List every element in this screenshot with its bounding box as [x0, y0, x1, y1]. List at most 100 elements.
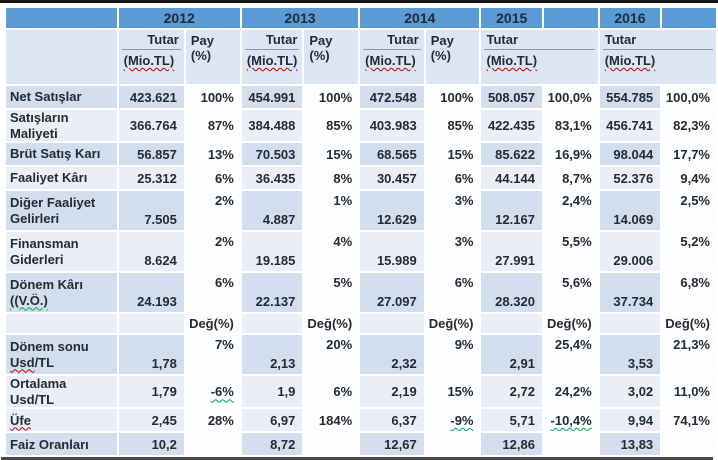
- value-cell: 27.097: [360, 273, 424, 313]
- row-label-line: ((V.Ö.): [10, 293, 114, 309]
- pay-cell: Değ(%): [543, 314, 598, 334]
- pay-header-2014: Pay (%): [425, 30, 480, 84]
- pay-cell: 2,5%: [662, 191, 716, 231]
- table-row: Değ(%) Değ(%) Değ(%) Değ(%) Değ(%): [6, 314, 716, 334]
- value-cell: 508.057: [481, 86, 542, 108]
- row-label-line: Üfe: [10, 413, 114, 429]
- tutar-header-2016: Tutar (Mio.TL): [599, 30, 716, 84]
- pay-cell: 6,8%: [662, 273, 716, 313]
- pay-cell: 6%: [185, 273, 240, 313]
- pay-cell: 2%: [185, 232, 240, 272]
- table-row: Dönem sonu Usd/TL 1,78 7% 2,13 20% 2,32 9% 2,91 2…: [6, 335, 716, 375]
- row-label: Üfe: [6, 409, 117, 432]
- value-cell: 3,02: [599, 376, 661, 408]
- row-label: Net Satışlar: [6, 86, 117, 108]
- pay-cell: 100%: [185, 86, 240, 108]
- row-label-line: Finansman: [10, 236, 79, 252]
- pay-cell: 1%: [304, 191, 359, 231]
- financial-table: 2012 2013 2014 2015 2016 Tutar (Mio.TL) Pay (%)…: [4, 6, 718, 457]
- value-cell: 12,86: [481, 433, 542, 456]
- value-cell: [360, 314, 424, 334]
- tutar-header-2013: Tutar (Mio.TL): [241, 30, 303, 84]
- tutar-label: Tutar: [484, 31, 595, 50]
- pay-cell: 15%: [425, 376, 480, 408]
- pay-cell: 9%: [425, 335, 480, 375]
- pay-cell: -6%: [185, 376, 240, 408]
- value-cell: [599, 314, 661, 334]
- year-header-2016: 2016: [599, 8, 661, 28]
- pay-cell: Değ(%): [185, 314, 240, 334]
- unit-label: (Mio.TL): [122, 50, 181, 68]
- value-cell: 98.044: [599, 143, 661, 166]
- year-header-2014: 2014: [360, 8, 480, 28]
- value-cell: 8,72: [241, 433, 303, 456]
- tutar-label: Tutar: [363, 31, 421, 50]
- value-cell: 2,13: [241, 335, 303, 375]
- value-cell: 6,97: [241, 409, 303, 432]
- value-cell: 2,45: [118, 409, 184, 432]
- value-cell: 24.193: [118, 273, 184, 313]
- spellcheck-squiggle: Usd: [10, 391, 35, 407]
- value-cell: 29.006: [599, 232, 661, 272]
- row-label-line: Brüt Satış Karı: [10, 146, 101, 162]
- table-row: Satışların Maliyeti 366.764 87% 384.488 85% 4…: [6, 110, 716, 142]
- value-cell: 19.185: [241, 232, 303, 272]
- pay-cell: 28%: [185, 409, 240, 432]
- row-label: Finansman Giderleri: [6, 232, 117, 272]
- row-label-line: Faiz Oranları: [10, 436, 89, 452]
- value-cell: 13,83: [599, 433, 661, 456]
- pay-cell: 2,4%: [543, 191, 598, 231]
- pay-label: Pay (%): [430, 33, 454, 63]
- pay-cell: [425, 433, 480, 456]
- row-label-line: Faaliyet Kârı: [10, 170, 88, 186]
- pay-cell: 74,1%: [662, 409, 716, 432]
- spellcheck-squiggle: (Mio.TL): [123, 53, 175, 68]
- pay-header-2012: Pay (%): [185, 30, 240, 84]
- pay-cell: 15%: [425, 143, 480, 166]
- pay-cell: 2%: [185, 191, 240, 231]
- value-cell: 52.376: [599, 167, 661, 190]
- row-label: Ortalama Usd/TL: [6, 376, 117, 408]
- value-cell: 56.857: [118, 143, 184, 166]
- value-cell: 3,53: [599, 335, 661, 375]
- row-label-line: Satışların Maliyeti: [10, 110, 69, 141]
- tutar-header-2015: Tutar (Mio.TL): [481, 30, 598, 84]
- value-cell: [241, 314, 303, 334]
- value-cell: 1,79: [118, 376, 184, 408]
- pay-label: Pay (%): [309, 33, 333, 63]
- pay-cell: 15%: [304, 143, 359, 166]
- pay-cell: -9%: [425, 409, 480, 432]
- value-cell: 44.144: [481, 167, 542, 190]
- value-cell: 422.435: [481, 110, 542, 142]
- value-cell: 25.312: [118, 167, 184, 190]
- row-label: Brüt Satış Karı: [6, 143, 117, 166]
- table-row: Finansman Giderleri 8.624 2% 19.185 4% 15.989 3…: [6, 232, 716, 272]
- value-cell: 36.435: [241, 167, 303, 190]
- value-cell: 2,19: [360, 376, 424, 408]
- value-cell: 1,78: [118, 335, 184, 375]
- value-cell: [118, 314, 184, 334]
- pay-cell: 13%: [185, 143, 240, 166]
- pay-cell: 6%: [425, 167, 480, 190]
- value-cell: 22.137: [241, 273, 303, 313]
- row-label: Faaliyet Kârı: [6, 167, 117, 190]
- value-cell: 28.320: [481, 273, 542, 313]
- row-label: Diğer Faaliyet Gelirleri: [6, 191, 117, 231]
- pay-cell: Değ(%): [662, 314, 716, 334]
- subheader-row: Tutar (Mio.TL) Pay (%) Tutar (Mio.TL) Pay (%)…: [6, 30, 716, 84]
- pay-cell: Değ(%): [304, 314, 359, 334]
- value-cell: 15.989: [360, 232, 424, 272]
- pay-cell: 5,2%: [662, 232, 716, 272]
- value-cell: 12.167: [481, 191, 542, 231]
- top-rule: [0, 0, 718, 3]
- value-cell: 6,37: [360, 409, 424, 432]
- pay-cell: 25,4%: [543, 335, 598, 375]
- value-cell: 70.503: [241, 143, 303, 166]
- value-cell: 366.764: [118, 110, 184, 142]
- table-row: Üfe 2,45 28% 6,97 184% 6,37 -9% 5,71 -10,4% 9,94 7…: [6, 409, 716, 432]
- row-label: Faiz Oranları: [6, 433, 117, 456]
- table-row: Faaliyet Kârı 25.312 6% 36.435 8% 30.457 6% 44.…: [6, 167, 716, 190]
- pay-cell: 16,9%: [543, 143, 598, 166]
- value-cell: 554.785: [599, 86, 661, 108]
- spellcheck-squiggle: Usd: [10, 354, 35, 370]
